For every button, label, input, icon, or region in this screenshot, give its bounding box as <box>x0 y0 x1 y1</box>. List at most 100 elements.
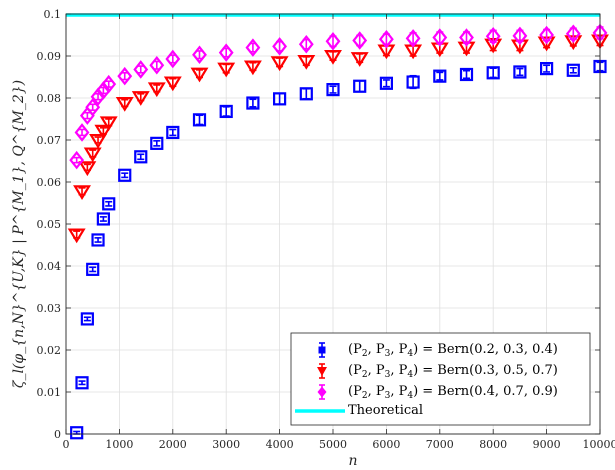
data-point <box>405 29 421 48</box>
data-point <box>94 124 113 140</box>
data-point <box>406 75 420 89</box>
data-point <box>115 97 134 112</box>
data-point <box>219 104 233 119</box>
x-tick-label: 0 <box>63 438 70 451</box>
data-point <box>273 92 287 106</box>
data-point <box>217 62 236 78</box>
legend-symbol <box>318 346 326 354</box>
legend-marker-2 <box>317 363 327 379</box>
data-point <box>324 49 342 65</box>
data-point <box>272 37 288 56</box>
legend-symbol <box>317 386 327 398</box>
legend-marker-3 <box>317 384 327 400</box>
data-point <box>325 32 341 51</box>
data-point <box>78 161 97 177</box>
legend-marker-1 <box>318 342 326 358</box>
x-tick-label: 7000 <box>426 438 454 451</box>
tick-labels: 0 1000 2000 3000 4000 5000 6000 7000 8000 9000 100… <box>37 8 615 451</box>
data-point <box>96 212 110 226</box>
x-tick-label: 6000 <box>372 438 400 451</box>
legend: (P2, P3, P4) = Bern(0.2, 0.3, 0.4) (P2, … <box>290 332 591 426</box>
data-point <box>246 96 260 110</box>
data-point <box>539 25 555 45</box>
y-tick-label: 0.02 <box>37 344 62 357</box>
x-tick-label: 8000 <box>479 438 507 451</box>
data-point <box>75 376 89 390</box>
data-point <box>83 147 102 163</box>
data-point <box>86 262 100 276</box>
data-point <box>118 168 132 182</box>
data-point <box>486 66 500 80</box>
data-point <box>379 76 393 90</box>
data-point <box>147 82 166 98</box>
legend-label-1: (P2, P3, P4) = Bern(0.2, 0.3, 0.4) <box>348 342 558 359</box>
legend-symbol <box>317 367 327 376</box>
data-point <box>270 56 289 72</box>
data-point <box>91 233 105 247</box>
data-point <box>117 66 133 86</box>
y-tick-label: 0.05 <box>37 218 62 231</box>
data-point <box>539 61 554 76</box>
data-point <box>353 79 367 93</box>
data-point <box>513 65 527 79</box>
x-tick-label: 4000 <box>266 438 294 451</box>
data-point <box>298 34 314 54</box>
data-point <box>378 29 394 49</box>
legend-entry-3: (P2, P3, P4) = Bern(0.4, 0.7, 0.9) <box>317 384 558 401</box>
data-point <box>74 123 90 142</box>
data-point <box>352 31 368 50</box>
data-point <box>95 81 111 100</box>
data-point <box>190 67 209 83</box>
y-tick-label: 0.09 <box>37 50 62 63</box>
data-point <box>243 60 262 76</box>
legend-label-4: Theoretical <box>348 403 423 418</box>
x-tick-label: 1000 <box>105 438 133 451</box>
legend-entry-4: Theoretical <box>295 403 423 418</box>
data-point <box>459 28 474 47</box>
data-point <box>101 74 117 94</box>
data-point <box>459 67 474 82</box>
data-point <box>149 55 165 75</box>
data-point <box>150 136 164 150</box>
data-point <box>326 82 340 97</box>
data-point <box>433 69 447 83</box>
data-point <box>85 97 101 117</box>
data-point <box>70 426 84 440</box>
data-point <box>245 38 261 57</box>
data-point <box>485 26 501 46</box>
x-tick-label: 10000 <box>583 438 615 451</box>
data-point <box>350 52 369 67</box>
y-tick-label: 0.01 <box>37 386 62 399</box>
x-tick-label: 3000 <box>212 438 240 451</box>
data-point <box>512 26 528 46</box>
legend-entry-2: (P2, P3, P4) = Bern(0.3, 0.5, 0.7) <box>317 363 558 380</box>
x-tick-label: 9000 <box>533 438 561 451</box>
legend-label-2: (P2, P3, P4) = Bern(0.3, 0.5, 0.7) <box>348 363 558 380</box>
y-axis-label: ζ_l(φ_{n,N}^{U,K} | P^{M_1}, Q^{M_2}) <box>11 80 27 388</box>
legend-label-3: (P2, P3, P4) = Bern(0.4, 0.7, 0.9) <box>348 384 558 401</box>
data-point <box>134 150 148 164</box>
data-point <box>73 185 91 201</box>
data-point <box>192 45 207 65</box>
series-2 <box>67 34 609 244</box>
y-tick-label: 0 <box>54 428 61 441</box>
data-point <box>166 125 180 140</box>
data-point <box>80 312 94 326</box>
data-point <box>133 60 149 79</box>
series-3 <box>69 23 608 170</box>
data-point <box>89 134 107 149</box>
data-point <box>131 91 150 106</box>
data-point <box>163 76 182 92</box>
x-tick-label: 5000 <box>319 438 347 451</box>
data-point <box>299 87 313 101</box>
data-point <box>297 55 316 70</box>
x-tick-label: 2000 <box>159 438 187 451</box>
legend-entry-1: (P2, P3, P4) = Bern(0.2, 0.3, 0.4) <box>318 342 558 359</box>
data-point <box>565 24 581 44</box>
axes <box>65 13 601 435</box>
data-point <box>69 150 85 170</box>
data-point <box>192 113 207 127</box>
plot-frame <box>65 13 601 435</box>
y-tick-label: 0.1 <box>44 8 62 21</box>
